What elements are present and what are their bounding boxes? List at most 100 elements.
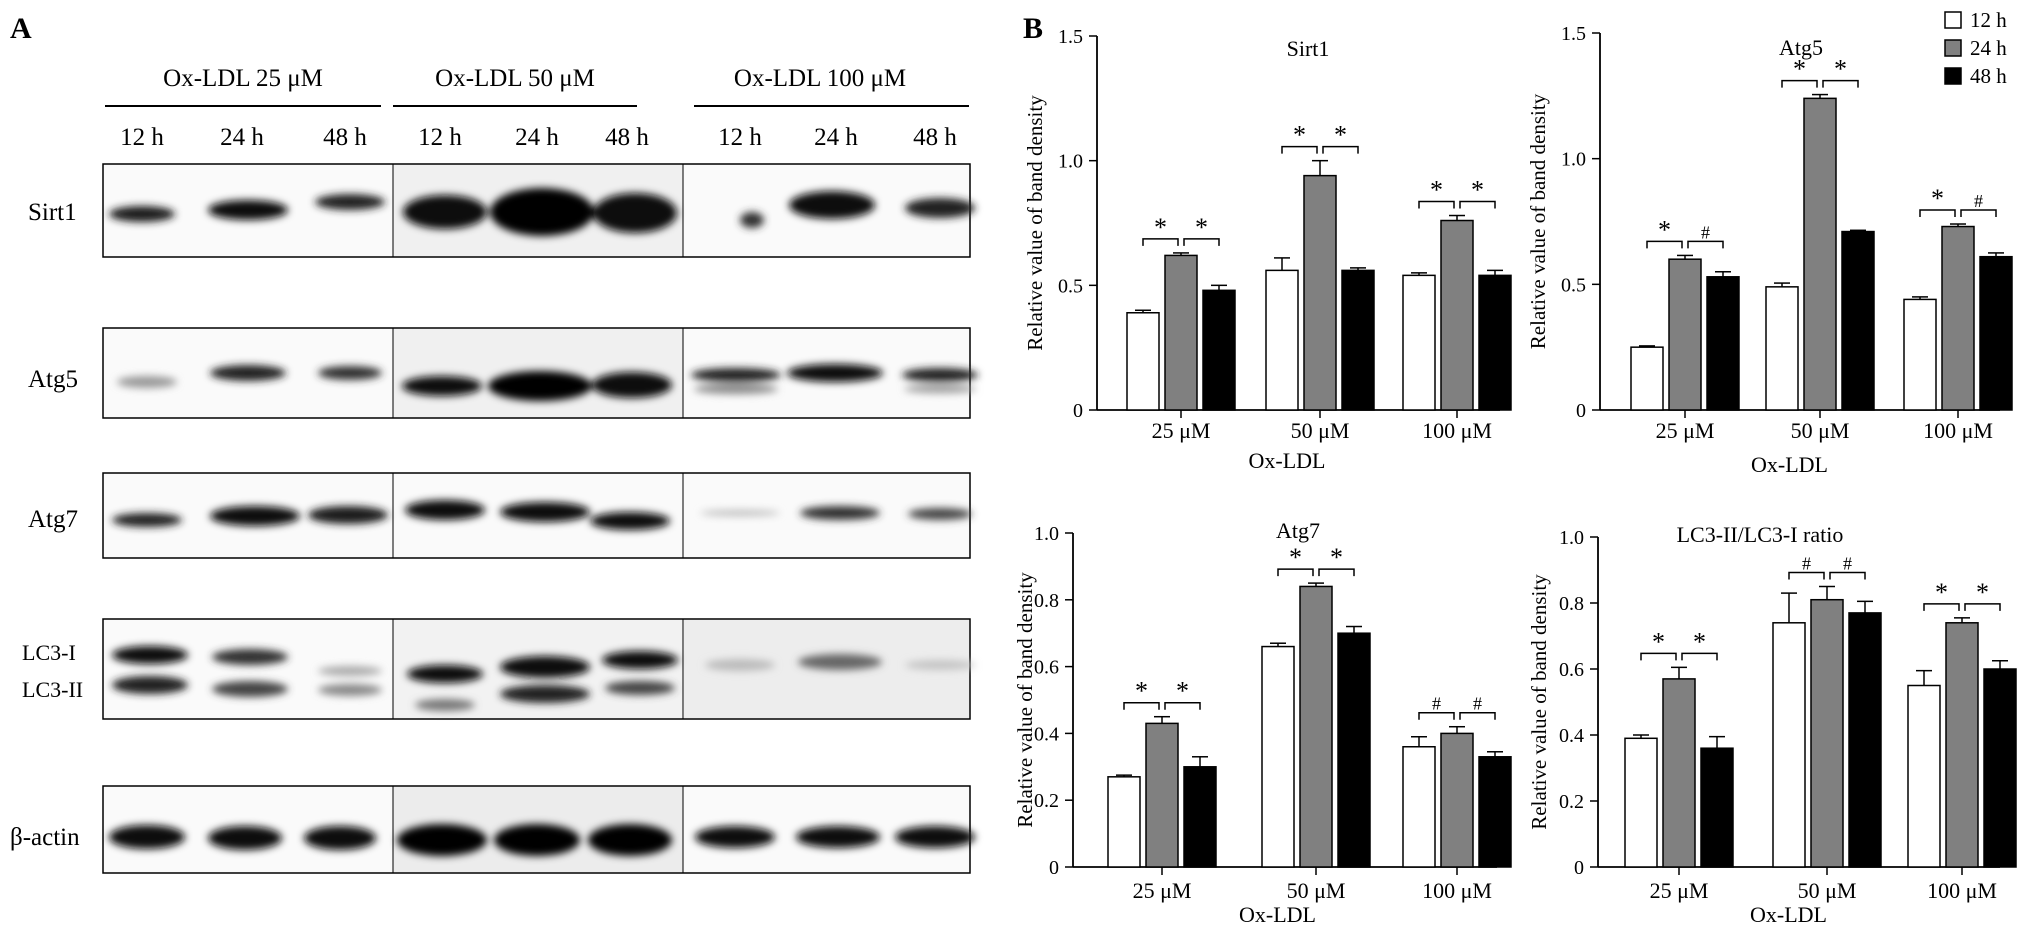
y-tick-label: 0.5 bbox=[1058, 275, 1083, 297]
significance-mark: * bbox=[1693, 627, 1706, 656]
bar bbox=[1630, 346, 1664, 411]
bar bbox=[1772, 622, 1806, 868]
chart-1: Sirt1 0 0.5 1.0 1.5 Relative value of band de… bbox=[1023, 26, 1512, 473]
bar bbox=[1941, 225, 1975, 411]
significance-bracket bbox=[1142, 238, 1179, 246]
legend-label-48h: 48 h bbox=[1970, 64, 2007, 88]
legend-label-12h: 12 h bbox=[1970, 8, 2007, 32]
significance-mark: * bbox=[1658, 215, 1671, 244]
bar bbox=[1164, 254, 1198, 411]
significance-bracket bbox=[1788, 571, 1825, 580]
y-tick-label: 0.4 bbox=[1559, 725, 1584, 747]
blot-atg5 bbox=[102, 327, 978, 419]
significance-bracket bbox=[1687, 240, 1724, 249]
blot-beta-actin bbox=[102, 785, 975, 874]
time-label: 24 h bbox=[814, 124, 858, 151]
bar-charts: Sirt1 0 0.5 1.0 1.5 Relative value of band de… bbox=[1013, 23, 2017, 927]
y-tick-label: 1.0 bbox=[1561, 149, 1586, 171]
group-label-25: Ox-LDL 25 μM bbox=[163, 65, 323, 92]
bar bbox=[1983, 668, 2017, 868]
time-label: 12 h bbox=[418, 124, 462, 151]
bar bbox=[1979, 255, 2013, 411]
y-axis-label: Relative value of band density bbox=[1526, 93, 1550, 349]
significance-bracket bbox=[1418, 711, 1455, 720]
bar bbox=[1907, 684, 1941, 868]
blot-label-lc3ii: LC3-II bbox=[22, 677, 83, 702]
y-tick-label: 0.2 bbox=[1559, 791, 1584, 813]
y-tick-label: 1.5 bbox=[1561, 23, 1586, 45]
y-tick-label: 0.4 bbox=[1034, 723, 1059, 745]
chart-4: LC3-II/LC3-I ratio 0 0.2 0.4 0.6 0.8 1.0 Relati… bbox=[1527, 522, 2017, 927]
significance-bracket bbox=[1318, 568, 1355, 577]
blot-lc3 bbox=[102, 618, 975, 720]
time-label: 48 h bbox=[605, 124, 649, 151]
legend: 12 h 24 h 48 h bbox=[1944, 8, 2007, 88]
bar bbox=[1303, 174, 1337, 411]
time-label: 24 h bbox=[220, 124, 264, 151]
significance-mark: # bbox=[1843, 554, 1852, 574]
significance-mark: * bbox=[1154, 213, 1167, 242]
significance-mark: * bbox=[1471, 176, 1484, 205]
legend-swatch-48h bbox=[1944, 67, 1962, 85]
blot-label-lc3i: LC3-I bbox=[22, 640, 76, 665]
y-tick-label: 0.6 bbox=[1559, 659, 1584, 681]
y-tick-label: 1.5 bbox=[1058, 26, 1083, 48]
bar bbox=[1668, 258, 1702, 411]
category-label: 50 μM bbox=[1791, 418, 1850, 443]
panel-b-label: B bbox=[1023, 12, 1043, 45]
blot-label-beta-actin: β-actin bbox=[10, 824, 80, 851]
y-tick-label: 1.0 bbox=[1058, 151, 1083, 173]
bar bbox=[1848, 612, 1882, 868]
bar bbox=[1261, 645, 1295, 868]
category-label: 25 μM bbox=[1152, 418, 1211, 443]
y-axis-label: Relative value of band density bbox=[1023, 95, 1047, 351]
category-label: 25 μM bbox=[1650, 878, 1709, 903]
bar bbox=[1145, 722, 1179, 868]
bar bbox=[1700, 747, 1734, 868]
bar bbox=[1402, 274, 1436, 411]
significance-mark: * bbox=[1330, 543, 1343, 572]
y-tick-label: 0 bbox=[1574, 857, 1584, 879]
x-axis-label: Ox-LDL bbox=[1249, 448, 1326, 473]
bar bbox=[1183, 766, 1217, 868]
time-label: 48 h bbox=[323, 124, 367, 151]
bar bbox=[1337, 632, 1371, 868]
panel-a-label: A bbox=[10, 12, 32, 45]
bar bbox=[1107, 776, 1141, 868]
time-label: 48 h bbox=[913, 124, 957, 151]
bar bbox=[1810, 598, 1844, 868]
bar bbox=[1341, 269, 1375, 411]
y-tick-label: 1.0 bbox=[1034, 523, 1059, 545]
bar bbox=[1841, 230, 1875, 411]
bar bbox=[1126, 312, 1160, 411]
significance-bracket bbox=[1277, 568, 1314, 577]
bar bbox=[1903, 298, 1937, 411]
chart-title: Atg7 bbox=[1276, 518, 1320, 543]
significance-mark: # bbox=[1473, 694, 1482, 714]
significance-bracket bbox=[1183, 238, 1220, 246]
significance-bracket bbox=[1459, 711, 1496, 720]
significance-mark: # bbox=[1802, 554, 1811, 574]
significance-mark: # bbox=[1432, 694, 1441, 714]
bar bbox=[1478, 274, 1512, 411]
legend-swatch-24h bbox=[1944, 39, 1962, 57]
chart-2: Atg5 0 0.5 1.0 1.5 Relative value of band den… bbox=[1526, 23, 2013, 477]
bar bbox=[1624, 737, 1658, 868]
bar bbox=[1440, 219, 1474, 411]
significance-mark: * bbox=[1793, 55, 1806, 84]
blot-label-sirt1: Sirt1 bbox=[28, 199, 77, 226]
bar bbox=[1662, 678, 1696, 868]
significance-mark: * bbox=[1652, 627, 1665, 656]
legend-swatch-12h bbox=[1944, 11, 1962, 29]
significance-bracket bbox=[1418, 200, 1455, 209]
significance-bracket bbox=[1829, 571, 1866, 580]
x-axis-label: Ox-LDL bbox=[1750, 902, 1827, 927]
legend-label-24h: 24 h bbox=[1970, 36, 2007, 60]
significance-mark: * bbox=[1976, 578, 1989, 607]
y-tick-label: 0.2 bbox=[1034, 790, 1059, 812]
significance-bracket bbox=[1459, 200, 1496, 209]
group-label-50: Ox-LDL 50 μM bbox=[435, 65, 595, 92]
category-label: 100 μM bbox=[1923, 418, 1993, 443]
category-label: 25 μM bbox=[1656, 418, 1715, 443]
